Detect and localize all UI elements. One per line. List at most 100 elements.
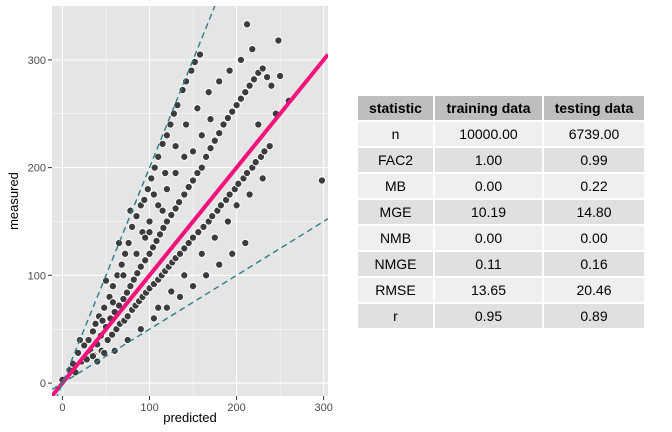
data-point — [103, 335, 112, 345]
data-point — [136, 325, 145, 334]
data-point — [228, 107, 237, 116]
table-cell: r — [358, 303, 435, 330]
table-cell: 1.00 — [434, 147, 544, 174]
data-point — [184, 238, 193, 248]
data-point — [228, 249, 237, 258]
data-point — [122, 288, 131, 297]
data-point — [128, 222, 137, 231]
data-point — [258, 64, 267, 73]
table-cell: FAC2 — [358, 147, 435, 174]
data-point — [215, 77, 224, 86]
data-point — [232, 201, 241, 210]
table-cell: 0.16 — [543, 251, 646, 278]
data-point — [215, 129, 224, 138]
table-row: NMGE 0.11 0.16 — [358, 251, 646, 278]
data-point — [251, 158, 260, 167]
data-point — [154, 201, 163, 210]
data-point — [119, 271, 128, 280]
data-point — [206, 144, 215, 153]
data-point — [158, 206, 167, 215]
data-point — [249, 75, 259, 84]
data-point — [123, 335, 132, 345]
table-cell: 0.22 — [543, 173, 646, 200]
data-point — [245, 81, 254, 90]
data-point — [180, 152, 189, 161]
table-header-row: statistic training data testing data — [358, 96, 646, 122]
data-point — [225, 190, 234, 199]
data-point — [154, 303, 163, 312]
data-point — [206, 115, 215, 124]
data-point — [197, 131, 206, 140]
data-point — [171, 142, 180, 151]
data-point — [145, 228, 154, 237]
table-cell: 14.80 — [543, 199, 646, 226]
table-cell: 0.00 — [543, 225, 646, 252]
table-row: r 0.95 0.89 — [358, 303, 646, 330]
data-point — [155, 230, 165, 239]
statistics-table: statistic training data testing data n 1… — [358, 96, 646, 330]
data-point — [98, 316, 107, 325]
column-header-statistic: statistic — [358, 96, 435, 122]
data-point — [145, 249, 154, 258]
data-point — [167, 210, 176, 220]
table-cell: 10.19 — [434, 199, 544, 226]
data-point — [197, 249, 206, 258]
data-point — [114, 238, 124, 248]
data-point — [190, 57, 199, 67]
data-point — [149, 314, 158, 323]
data-point — [158, 139, 167, 148]
data-point — [180, 190, 189, 199]
data-point — [210, 136, 219, 145]
data-point — [145, 217, 154, 226]
data-point — [219, 120, 228, 129]
data-point — [188, 147, 198, 156]
data-point — [194, 228, 203, 237]
table-cell: 10000.00 — [434, 121, 544, 148]
data-point — [241, 88, 250, 97]
data-point — [182, 120, 191, 129]
y-tick-label: 0 — [40, 378, 46, 390]
x-tick-label: 100 — [140, 402, 158, 414]
data-point — [225, 66, 234, 75]
data-point — [171, 204, 180, 213]
table-row: FAC2 1.00 0.99 — [358, 147, 646, 174]
data-point — [150, 163, 159, 172]
data-point — [232, 101, 241, 110]
table-row: NMB 0.00 0.00 — [358, 225, 646, 252]
data-point — [140, 195, 149, 204]
y-axis-title: measured — [6, 172, 21, 230]
data-point — [169, 109, 178, 118]
data-point — [248, 45, 257, 54]
data-point — [129, 275, 138, 284]
data-point — [184, 182, 193, 192]
table-cell: MB — [358, 173, 435, 200]
data-point — [208, 212, 217, 221]
data-point — [91, 319, 100, 328]
data-point — [88, 352, 97, 361]
column-header-training-data: training data — [434, 96, 544, 122]
data-point — [108, 282, 117, 291]
data-point — [202, 271, 211, 280]
data-point — [167, 287, 176, 296]
table-cell: NMB — [358, 225, 435, 252]
data-point — [143, 185, 152, 194]
data-point — [202, 152, 211, 161]
table-cell: 0.95 — [434, 303, 544, 330]
table-row: MB 0.00 0.22 — [358, 173, 646, 200]
data-point — [195, 50, 205, 59]
table-cell: MGE — [358, 199, 435, 226]
table-row: n 10000.00 6739.00 — [358, 121, 646, 148]
data-point — [148, 243, 158, 252]
data-point — [223, 217, 232, 226]
data-point — [180, 271, 189, 280]
data-point — [162, 185, 171, 194]
data-point — [162, 217, 171, 226]
data-point — [234, 179, 243, 188]
data-point — [215, 260, 224, 269]
data-point — [154, 152, 163, 161]
data-point — [126, 282, 135, 291]
data-point — [121, 249, 130, 258]
data-point — [236, 94, 245, 103]
x-axis-title: predicted — [163, 410, 216, 425]
table-cell: n — [358, 121, 435, 148]
